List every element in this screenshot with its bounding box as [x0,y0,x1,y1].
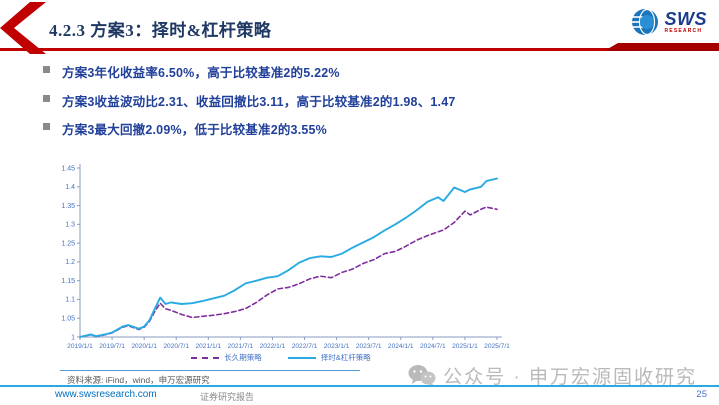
x-axis-label: 2020/1/1 [131,343,157,350]
footer-url[interactable]: www.swsresearch.com [55,389,157,400]
wechat-watermark: 公众号 · 申万宏源固收研究 [408,362,697,389]
x-axis-label: 2021/7/1 [228,343,254,350]
y-axis-label: 1.4 [65,184,75,191]
sws-globe-icon [632,8,659,36]
y-axis-label: 1.3 [65,222,75,229]
bullet-text-3: 方案3最大回撤2.09%，低于比较基准2的3.55% [62,123,327,137]
x-axis-label: 2022/7/1 [292,343,318,350]
legend-sample-dashed-icon [191,356,220,359]
x-axis-label: 2022/1/1 [260,343,286,350]
x-axis-label: 2020/7/1 [163,343,189,350]
x-axis-label: 2019/1/1 [67,343,93,350]
footer-report-type: 证券研究报告 [200,392,255,402]
bullet-square-icon [43,123,50,130]
x-axis-label: 2021/1/1 [195,343,221,350]
y-axis-label: 1.15 [61,278,75,285]
x-axis-label: 2023/7/1 [356,343,382,350]
legend-label-1: 择时&杠杆策略 [320,353,371,362]
wechat-icon [408,365,436,387]
y-axis-label: 1.35 [61,203,75,210]
sws-logo-wordmark: SWS [664,9,707,29]
bullet-item-3: 方案3最大回撤2.09%，低于比较基准2的3.55% [43,119,456,138]
sws-logo: SWS RESEARCH [630,7,707,37]
bullet-list: 方案3年化收益率6.50%，高于比较基准2的5.22% 方案3收益波动比2.31… [43,62,456,148]
source-note: 资料来源: iFind，wind，申万宏源研究 [67,375,210,385]
x-axis-label: 2025/7/1 [484,343,510,350]
y-axis-label: 1 [71,334,75,341]
legend-item-0: 长久期策略 [191,352,262,363]
header-divider-accent [604,43,719,51]
y-axis-label: 1.2 [65,259,75,266]
series-line-1 [79,177,498,338]
y-axis-label: 1.1 [65,297,75,304]
page-number: 25 [696,389,707,400]
header-divider [0,48,719,51]
bullet-item-1: 方案3年化收益率6.50%，高于比较基准2的5.22% [43,62,456,81]
legend-item-1: 择时&杠杆策略 [287,352,371,363]
wechat-label: 公众号 · 申万宏源固收研究 [443,367,697,388]
x-axis-label: 2019/7/1 [99,343,125,350]
y-axis-label: 1.45 [61,165,75,172]
bullet-text-1: 方案3年化收益率6.50%，高于比较基准2的5.22% [62,66,340,80]
y-axis-label: 1.05 [61,316,75,323]
line-chart-canvas: 1 1.05 1.1 1.15 1.2 1.25 1.3 1.35 1.4 1.45 2019/1/… [61,164,510,350]
bullet-square-icon [43,66,50,73]
x-axis-label: 2024/7/1 [420,343,446,350]
y-axis-label: 1.25 [61,240,75,247]
sws-logo-research: RESEARCH [664,28,703,34]
legend-label-0: 长久期策略 [224,353,262,362]
bullet-text-2: 方案3收益波动比2.31、收益回撤比3.11，高于比较基准2的1.98、1.47 [62,94,456,109]
red-chevron-icon [0,2,46,54]
footer-divider [0,385,719,387]
x-axis-label: 2024/1/1 [388,343,414,350]
source-divider [60,370,360,371]
bullet-item-2: 方案3收益波动比2.31、收益回撤比3.11，高于比较基准2的1.98、1.47 [43,91,456,110]
x-axis-label: 2025/1/1 [452,343,478,350]
legend-sample-solid-icon [287,356,316,359]
bullet-square-icon [43,94,50,102]
x-axis-label: 2023/1/1 [324,343,350,350]
sws-logo-text: SWS RESEARCH [664,10,707,34]
series-line-0 [79,206,498,338]
performance-chart: 1 1.05 1.1 1.15 1.2 1.25 1.3 1.35 1.4 1.45 2019/1/… [56,156,516,356]
page-title: 4.2.3 方案3：择时&杠杆策略 [49,21,272,40]
chart-legend: 长久期策略 择时&杠杆策略 [56,352,506,363]
